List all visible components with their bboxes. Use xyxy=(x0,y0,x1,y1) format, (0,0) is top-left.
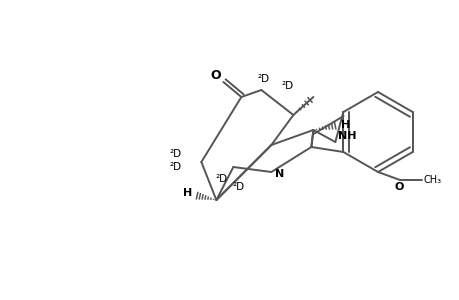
Text: ²D: ²D xyxy=(232,182,244,192)
Text: NH: NH xyxy=(338,131,356,141)
Text: N: N xyxy=(274,169,283,179)
Text: ²D: ²D xyxy=(215,174,227,184)
Text: H: H xyxy=(182,188,191,198)
Text: ²D: ²D xyxy=(169,149,181,159)
Text: ²D: ²D xyxy=(257,74,269,84)
Text: ²D: ²D xyxy=(169,162,181,172)
Text: O: O xyxy=(210,68,220,82)
Text: CH₃: CH₃ xyxy=(423,175,441,185)
Text: O: O xyxy=(393,182,403,192)
Text: ²D: ²D xyxy=(281,81,293,91)
Text: H: H xyxy=(340,120,349,130)
